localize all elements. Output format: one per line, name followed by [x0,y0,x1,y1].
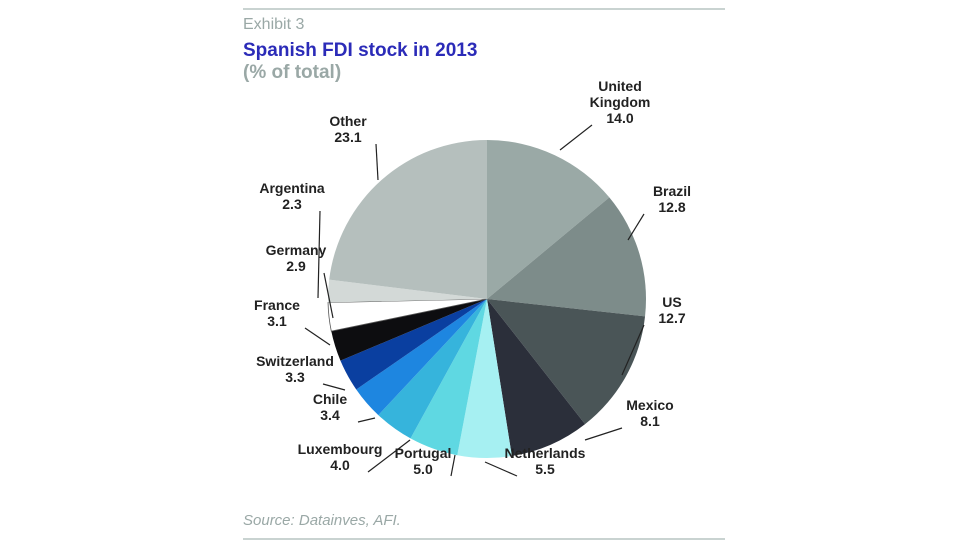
slice-france [331,299,487,361]
slice-switzerland [340,299,487,390]
data-label-name: Netherlands [505,445,586,461]
top-rule [243,8,725,10]
source-note: Source: Datainves, AFI. [243,512,401,529]
data-label-name: Kingdom [590,94,651,110]
leader-line [323,272,334,319]
data-label-name: France [254,297,300,313]
leader-line [367,439,411,473]
data-label-value: 5.0 [413,461,433,477]
data-label-name: Argentina [259,180,325,196]
data-label-name: Luxembourg [298,441,383,457]
slice-argentina [328,279,487,303]
leader-line [484,461,518,477]
slice-luxembourg [378,299,487,439]
data-label-name: Switzerland [256,353,334,369]
chart-subtitle: (% of total) [243,62,342,83]
data-label-value: 4.0 [330,457,350,473]
data-label-value: 12.7 [658,310,685,326]
slice-germany [327,298,488,332]
data-label-value: 23.1 [334,129,361,145]
slice-portugal [410,299,487,456]
data-label-name: Portugal [395,445,452,461]
leader-line [304,327,331,346]
bottom-rule [243,538,725,540]
exhibit-label: Exhibit 3 [243,16,305,33]
data-label-name: Chile [313,391,347,407]
data-label-value: 8.1 [640,413,660,429]
data-label-value: 5.5 [535,461,555,477]
data-label-name: US [662,294,681,310]
data-label-value: 3.1 [267,313,287,329]
data-label-value: 3.4 [320,407,340,423]
slice-mexico [487,299,586,457]
slice-brazil [487,197,646,317]
slice-united-kingdom [487,140,610,299]
slice-other [329,140,487,299]
data-label-name: Mexico [626,397,673,413]
data-label-value: 14.0 [606,110,633,126]
data-label-value: 2.9 [286,258,306,274]
leader-line [450,454,456,477]
data-label-value: 3.3 [285,369,305,385]
slice-netherlands [457,299,512,458]
data-label-name: United [598,78,642,94]
data-label-name: Germany [266,242,327,258]
leader-line [322,383,346,391]
leader-line [375,143,379,181]
data-label-name: Other [329,113,367,129]
data-label-value: 2.3 [282,196,302,212]
leader-line [621,324,645,376]
data-label-name: Brazil [653,183,691,199]
leader-line [584,427,623,441]
slice-us [487,299,646,425]
chart-title: Spanish FDI stock in 2013 [243,40,478,61]
leader-line [627,213,645,241]
data-label-value: 12.8 [658,199,685,215]
leader-line [357,417,376,423]
leader-line [317,210,321,299]
leader-line [559,124,593,151]
slice-chile [356,299,487,416]
